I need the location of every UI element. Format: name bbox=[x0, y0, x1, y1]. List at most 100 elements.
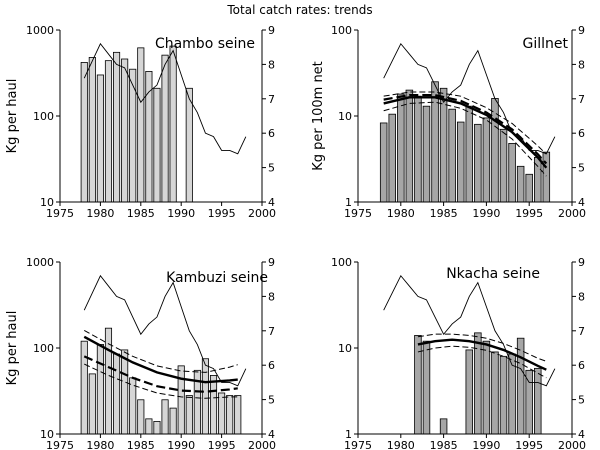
bar bbox=[121, 58, 129, 203]
trend-line bbox=[83, 335, 238, 384]
y2-tick-label: 4 bbox=[578, 196, 585, 209]
y2-tick-label: 4 bbox=[268, 428, 275, 441]
y-tick-label: 1000 bbox=[26, 24, 54, 37]
bar bbox=[414, 95, 422, 203]
bar bbox=[169, 45, 177, 203]
trend-line-secondary bbox=[383, 93, 548, 165]
bar bbox=[145, 418, 153, 435]
reference-line bbox=[83, 42, 247, 155]
bar bbox=[431, 81, 439, 203]
trend-ci-lower bbox=[84, 363, 238, 399]
trend-ci-upper bbox=[383, 91, 547, 155]
bar bbox=[516, 165, 525, 203]
panel-title: Gillnet bbox=[523, 36, 569, 52]
x-tick-label: 2000 bbox=[248, 207, 276, 220]
y-axis-label: Kg per haul bbox=[5, 311, 20, 386]
bar bbox=[499, 128, 508, 203]
x-tick-label: 1975 bbox=[344, 207, 372, 220]
bar bbox=[226, 395, 234, 435]
bar bbox=[422, 105, 431, 203]
y-tick-label: 100 bbox=[33, 110, 54, 123]
x-tick-label: 1990 bbox=[472, 207, 500, 220]
bar bbox=[448, 108, 456, 203]
y-tick-label: 100 bbox=[331, 256, 352, 269]
bar bbox=[534, 367, 542, 435]
bar bbox=[482, 340, 491, 435]
bar bbox=[439, 87, 448, 203]
bar bbox=[234, 395, 242, 435]
y2-tick-label: 9 bbox=[268, 256, 275, 269]
bar bbox=[201, 358, 209, 435]
bar bbox=[104, 60, 113, 203]
bar bbox=[508, 143, 516, 203]
y-tick-label: 100 bbox=[331, 24, 352, 37]
bar bbox=[209, 375, 218, 435]
y-axis-label: Kg per haul bbox=[5, 79, 20, 154]
bar bbox=[96, 344, 104, 435]
y2-tick-label: 7 bbox=[578, 93, 585, 106]
bar bbox=[88, 373, 96, 435]
bar bbox=[137, 47, 145, 203]
x-tick-label: 1980 bbox=[86, 207, 114, 220]
x-tick-label: 2000 bbox=[558, 207, 586, 220]
bar bbox=[88, 57, 96, 203]
y2-tick-label: 6 bbox=[578, 127, 585, 140]
y2-tick-label: 5 bbox=[268, 162, 275, 175]
panel-chambo: 1975 1980 1985 1990 1995 2000 10 100 1000 4 5 6 7 8 9C… bbox=[5, 24, 276, 220]
x-tick-label: 2000 bbox=[558, 439, 586, 450]
panel-title: Nkacha seine bbox=[446, 266, 540, 282]
y2-tick-label: 6 bbox=[578, 359, 585, 372]
trend-ci-upper bbox=[83, 330, 238, 373]
y-tick-label: 1000 bbox=[26, 256, 54, 269]
bar bbox=[153, 421, 161, 435]
bar bbox=[161, 399, 169, 435]
bar bbox=[153, 87, 161, 203]
x-tick-label: 1990 bbox=[167, 439, 195, 450]
x-tick-label: 1985 bbox=[430, 207, 458, 220]
panel-kambuzi: 1975 1980 1985 1990 1995 2000101001000456789K… bbox=[5, 256, 276, 450]
bar bbox=[80, 340, 88, 435]
y-tick-label: 10 bbox=[338, 110, 352, 123]
bar bbox=[525, 369, 533, 435]
bar bbox=[542, 151, 551, 203]
bar bbox=[422, 340, 431, 435]
y2-tick-label: 9 bbox=[578, 256, 585, 269]
x-tick-label: 1995 bbox=[515, 439, 543, 450]
bar bbox=[405, 89, 414, 203]
bar bbox=[177, 365, 185, 435]
reference-line bbox=[83, 274, 247, 387]
bar bbox=[414, 335, 422, 435]
y2-tick-label: 4 bbox=[578, 428, 585, 441]
y-axis-label: Kg per 100m net bbox=[311, 61, 326, 171]
trend-line-secondary bbox=[83, 355, 238, 393]
x-tick-label: 1995 bbox=[208, 207, 236, 220]
y2-tick-label: 7 bbox=[268, 325, 275, 338]
y2-tick-label: 5 bbox=[268, 394, 275, 407]
x-tick-label: 1975 bbox=[344, 439, 372, 450]
x-tick-label: 1980 bbox=[86, 439, 114, 450]
x-tick-label: 1985 bbox=[430, 439, 458, 450]
x-tick-label: 1985 bbox=[127, 207, 155, 220]
bar bbox=[482, 117, 491, 203]
y2-tick-label: 6 bbox=[268, 359, 275, 372]
y-tick-label: 10 bbox=[338, 342, 352, 355]
bar bbox=[113, 51, 121, 203]
y2-tick-label: 7 bbox=[268, 93, 275, 106]
x-tick-label: 1980 bbox=[387, 207, 415, 220]
bar bbox=[465, 105, 474, 203]
bar bbox=[516, 337, 525, 435]
bar bbox=[161, 54, 169, 203]
bar bbox=[121, 349, 129, 435]
bar bbox=[379, 122, 388, 203]
trend-ci-lower bbox=[417, 345, 547, 379]
bar bbox=[218, 392, 226, 435]
x-tick-label: 1975 bbox=[46, 439, 74, 450]
panel-title: Chambo seine bbox=[155, 36, 255, 52]
bar bbox=[525, 173, 533, 203]
y2-tick-label: 9 bbox=[578, 24, 585, 37]
y-tick-label: 1 bbox=[345, 196, 352, 209]
bar bbox=[185, 395, 193, 435]
y-tick-label: 1 bbox=[345, 428, 352, 441]
x-tick-label: 1980 bbox=[387, 439, 415, 450]
